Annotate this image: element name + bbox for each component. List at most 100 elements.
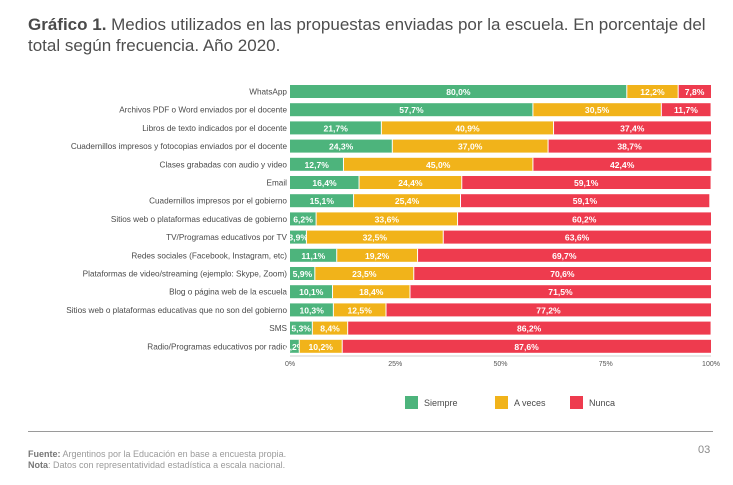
data-label: 6,2%	[293, 214, 313, 224]
category-label: Redes sociales (Facebook, Instagram, etc…	[131, 251, 287, 260]
data-label: 69,7%	[552, 251, 577, 261]
category-label: Sitios web o plataformas educativas de g…	[111, 215, 288, 224]
bar-segment	[290, 85, 627, 98]
note-label: Nota	[28, 460, 48, 470]
bar-segment	[306, 230, 444, 244]
data-label: 5,9%	[293, 269, 313, 279]
bar-segment	[290, 139, 393, 153]
data-label: 5,3%	[291, 324, 311, 334]
page-number: 03	[698, 444, 711, 456]
data-label: 87,6%	[514, 342, 539, 352]
note-line: Nota: Datos con representatividad estadí…	[28, 460, 286, 471]
data-label: 3,9%	[288, 233, 308, 243]
data-label: 63,6%	[565, 233, 590, 243]
bar-segment	[409, 285, 711, 299]
data-label: 80,0%	[446, 87, 471, 97]
bar-segment	[312, 321, 348, 335]
data-label: 18,4%	[359, 287, 384, 297]
x-tick-label: 100%	[702, 361, 720, 368]
data-label: 24,4%	[398, 178, 423, 188]
data-label: 70,6%	[550, 269, 575, 279]
data-label: 12,7%	[305, 160, 330, 170]
data-label: 24,3%	[329, 142, 354, 152]
footer-divider	[28, 431, 713, 432]
bar-segment	[343, 157, 533, 171]
x-tick-label: 50%	[493, 361, 507, 368]
data-label: 59,1%	[573, 196, 598, 206]
data-label: 2,2%	[285, 342, 305, 352]
data-label: 10,2%	[309, 342, 334, 352]
category-label: Archivos PDF o Word enviados por el doce…	[119, 106, 287, 115]
data-label: 38,7%	[617, 142, 642, 152]
data-label: 45,0%	[426, 160, 451, 170]
bar-segment	[532, 103, 662, 117]
data-label: 16,4%	[312, 178, 337, 188]
legend-swatch	[495, 396, 508, 409]
data-label: 59,1%	[574, 178, 599, 188]
bar-segment	[626, 85, 679, 98]
bar-segment	[290, 176, 360, 189]
bar-segment	[359, 176, 462, 189]
bar-segment	[290, 248, 337, 262]
category-label: WhatsApp	[249, 88, 287, 97]
chart-title: Gráfico 1. Medios utilizados en las prop…	[28, 14, 718, 56]
data-label: 12,5%	[347, 305, 372, 315]
bar-segment	[290, 103, 533, 117]
x-tick-label: 0%	[285, 361, 295, 368]
stacked-bar-chart: WhatsApp 80,0% 12,2% 7,8% Archivos PDF o Wor…	[66, 85, 720, 409]
data-label: 25,4%	[395, 196, 420, 206]
bar-segment	[336, 248, 418, 262]
bar-segment	[314, 267, 414, 280]
data-label: 8,4%	[320, 324, 340, 334]
category-label: Blog o página web de la escuela	[169, 288, 287, 297]
bar-segment	[290, 230, 307, 244]
category-label: SMS	[269, 324, 287, 333]
category-label: Cuadernillos impresos y fotocopias envia…	[71, 142, 288, 151]
bar-segment	[290, 121, 382, 135]
data-label: 60,2%	[572, 214, 597, 224]
footer-notes: Fuente: Argentinos por la Educación en b…	[28, 449, 286, 471]
category-label: Clases grabadas con audio y video	[160, 160, 288, 169]
bar-segment	[381, 121, 554, 135]
chart-title-text: Medios utilizados en las propuestas envi…	[28, 15, 706, 55]
data-label: 33,6%	[375, 214, 400, 224]
bar-segment	[392, 139, 549, 153]
data-label: 30,5%	[585, 105, 610, 115]
bar-segment	[290, 157, 344, 171]
note-text: : Datos con representatividad estadístic…	[48, 460, 286, 470]
bar-segment	[290, 303, 334, 317]
data-label: 15,1%	[310, 196, 335, 206]
category-label: Radio/Programas educativos por radio	[147, 342, 287, 351]
bar-segment	[353, 194, 461, 208]
bar-segment	[342, 339, 711, 353]
category-label: Cuadernillos impresos por el gobierno	[149, 197, 287, 206]
bar-segment	[460, 194, 710, 208]
bar-segment	[332, 285, 410, 299]
bar-segment	[290, 339, 300, 353]
data-label: 86,2%	[517, 324, 542, 334]
bar-segment	[413, 267, 711, 280]
bar-segment	[678, 85, 711, 98]
category-label: TV/Programas educativos por TV	[166, 233, 287, 242]
bar-segment	[290, 194, 354, 208]
category-label: Plataformas de video/streaming (ejemplo:…	[83, 270, 288, 279]
data-label: 37,4%	[620, 123, 645, 133]
data-label: 57,7%	[399, 105, 424, 115]
bar-segment	[333, 303, 386, 317]
chart-title-number: Gráfico 1.	[28, 15, 107, 34]
category-label: Libros de texto indicados por el docente	[142, 124, 287, 133]
bar-segment	[417, 248, 711, 262]
bar-segment	[290, 321, 313, 335]
bar-segment	[290, 212, 317, 226]
data-label: 7,8%	[685, 87, 705, 97]
bar-segment	[532, 157, 712, 171]
bar-segment	[461, 176, 711, 189]
data-label: 21,7%	[323, 123, 348, 133]
bar-segment	[443, 230, 711, 244]
data-label: 12,2%	[640, 87, 665, 97]
category-label: Email	[267, 179, 288, 188]
bar-segment	[661, 103, 711, 117]
data-label: 71,5%	[548, 287, 573, 297]
data-label: 42,4%	[610, 160, 635, 170]
bar-segment	[385, 303, 711, 317]
